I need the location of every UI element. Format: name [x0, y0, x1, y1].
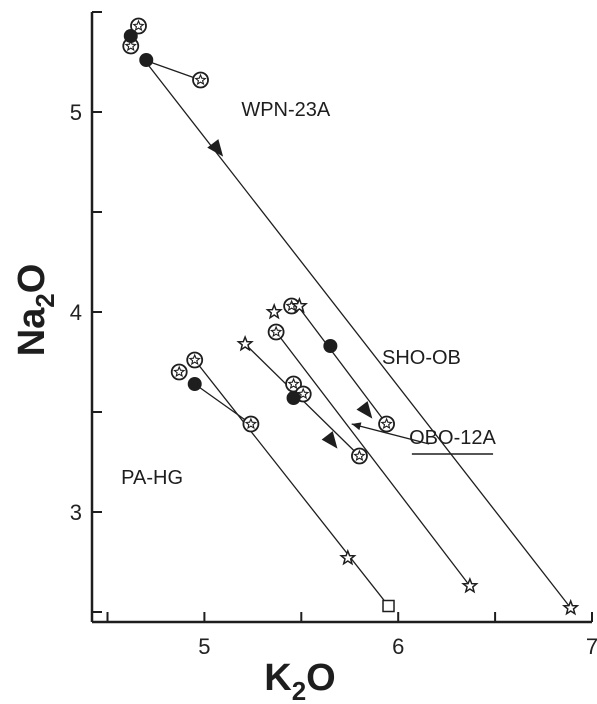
annotations: WPN-23A SHO-OB OBO-12A PA-HG	[121, 99, 496, 489]
filled-circle-marker	[123, 29, 138, 43]
connector-line	[194, 359, 390, 607]
y-tick-label: 5	[70, 100, 82, 125]
arrowhead	[207, 139, 224, 157]
filled-circle-marker	[187, 377, 202, 391]
x-axis-title: K2O	[264, 657, 335, 704]
annotation-label: SHO-OB	[382, 347, 461, 369]
circled-star-marker	[378, 415, 395, 433]
filled-circle-marker	[286, 391, 301, 405]
x-tick-label: 7	[586, 634, 597, 659]
circled-star-marker	[130, 17, 147, 35]
annotation-label: OBO-12A	[409, 427, 496, 449]
arrowhead	[356, 401, 373, 419]
circled-star-marker	[267, 323, 285, 341]
annotation-label: PA-HG	[121, 467, 183, 489]
connector-line	[144, 59, 201, 81]
circled-star-marker	[186, 351, 204, 369]
circled-star-marker	[192, 71, 209, 89]
circled-star-marker	[170, 363, 188, 381]
connector-lines	[143, 59, 572, 609]
y-tick-label: 3	[70, 500, 82, 525]
filled-circle-marker	[323, 339, 338, 353]
annotation-label: WPN-23A	[241, 99, 331, 121]
connector-line	[143, 59, 572, 609]
circled-star-marker	[242, 415, 260, 433]
data-points	[122, 17, 580, 616]
y-axis-title: Na2O	[11, 264, 60, 357]
connector-line	[298, 307, 388, 425]
star-marker	[461, 576, 479, 594]
pointer-arrowhead	[351, 422, 362, 431]
star-marker	[236, 334, 254, 352]
circled-star-marker	[351, 447, 368, 465]
pointer-line	[351, 423, 430, 445]
x-tick-label: 5	[198, 634, 210, 659]
arrowhead	[321, 431, 338, 449]
circled-star-marker	[122, 37, 140, 55]
connector-line	[194, 383, 252, 425]
star-marker	[265, 302, 283, 320]
y-tick-label: 4	[70, 300, 82, 325]
star-marker	[290, 296, 309, 314]
trend-arrows	[207, 139, 373, 449]
star-marker	[339, 548, 357, 566]
axes: 5 6 7 3 4 5	[70, 11, 597, 659]
connector-line	[275, 331, 471, 587]
open-square-marker	[382, 599, 395, 613]
x-tick-label: 6	[392, 634, 404, 659]
star-marker	[561, 598, 580, 616]
filled-circle-marker	[139, 53, 154, 67]
